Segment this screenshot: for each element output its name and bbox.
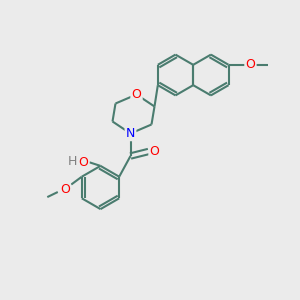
Text: O: O [245, 58, 255, 71]
Text: O: O [150, 145, 159, 158]
Text: N: N [126, 127, 135, 140]
Text: O: O [132, 88, 141, 101]
Text: H: H [68, 155, 77, 168]
Text: O: O [60, 183, 70, 196]
Text: O: O [79, 156, 88, 169]
